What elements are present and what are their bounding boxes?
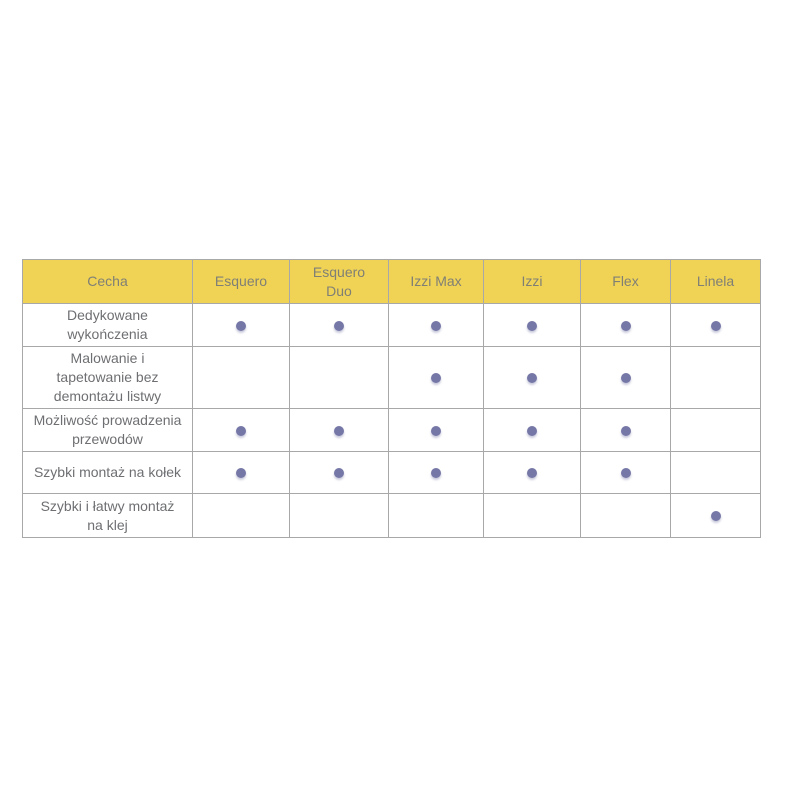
availability-cell bbox=[670, 346, 761, 409]
column-header-izzi-max: Izzi Max bbox=[388, 259, 484, 304]
availability-dot-icon bbox=[620, 320, 631, 331]
availability-cell bbox=[192, 493, 290, 538]
availability-dot-icon bbox=[527, 425, 537, 436]
availability-cell bbox=[670, 303, 761, 347]
availability-cell bbox=[580, 303, 671, 347]
availability-dot-icon bbox=[527, 468, 537, 479]
column-header-izzi: Izzi bbox=[483, 259, 581, 304]
availability-cell bbox=[580, 346, 671, 409]
availability-cell bbox=[483, 346, 581, 409]
availability-dot-icon bbox=[236, 320, 246, 331]
availability-cell bbox=[388, 493, 484, 538]
column-header-esquero: Esquero bbox=[192, 259, 290, 304]
availability-cell bbox=[670, 493, 761, 538]
column-header-linela: Linela bbox=[670, 259, 761, 304]
column-header-cecha: Cecha bbox=[22, 259, 193, 304]
availability-cell bbox=[289, 346, 389, 409]
availability-cell bbox=[192, 303, 290, 347]
feature-cell: Dedykowane wykończenia bbox=[22, 303, 193, 347]
availability-dot-icon bbox=[620, 425, 631, 436]
availability-dot-icon bbox=[431, 373, 441, 384]
availability-cell bbox=[192, 451, 290, 494]
column-header-esquero-duo: Esquero Duo bbox=[289, 259, 389, 304]
availability-dot-icon bbox=[620, 468, 631, 479]
availability-dot-icon bbox=[334, 468, 344, 479]
availability-cell bbox=[289, 493, 389, 538]
availability-dot-icon bbox=[527, 320, 537, 331]
availability-dot-icon bbox=[710, 511, 721, 522]
availability-cell bbox=[289, 408, 389, 452]
table-row: Szybki montaż na kołek bbox=[22, 451, 761, 494]
availability-cell bbox=[670, 451, 761, 494]
availability-dot-icon bbox=[431, 468, 441, 479]
availability-cell bbox=[289, 303, 389, 347]
availability-cell bbox=[289, 451, 389, 494]
table-row: Możliwość prowadzenia przewodów bbox=[22, 408, 761, 452]
table-body: Dedykowane wykończenia Malowanie i tapeto… bbox=[22, 303, 761, 538]
comparison-table: Cecha Esquero Esquero Duo Izzi Max Izzi … bbox=[22, 259, 761, 538]
table-row: Szybki i łatwy montaż na klej bbox=[22, 493, 761, 538]
availability-cell bbox=[388, 346, 484, 409]
column-header-flex: Flex bbox=[580, 259, 671, 304]
availability-cell bbox=[483, 408, 581, 452]
availability-cell bbox=[388, 303, 484, 347]
availability-dot-icon bbox=[431, 320, 441, 331]
availability-cell bbox=[483, 493, 581, 538]
table-row: Malowanie i tapetowanie bez demontażu li… bbox=[22, 346, 761, 409]
table-header: Cecha Esquero Esquero Duo Izzi Max Izzi … bbox=[22, 259, 761, 304]
availability-dot-icon bbox=[334, 425, 344, 436]
availability-cell bbox=[388, 451, 484, 494]
feature-cell: Szybki i łatwy montaż na klej bbox=[22, 493, 193, 538]
availability-cell bbox=[670, 408, 761, 452]
availability-cell bbox=[580, 408, 671, 452]
availability-dot-icon bbox=[431, 425, 441, 436]
table-header-row: Cecha Esquero Esquero Duo Izzi Max Izzi … bbox=[22, 259, 761, 304]
availability-dot-icon bbox=[334, 320, 344, 331]
availability-cell bbox=[192, 408, 290, 452]
availability-dot-icon bbox=[710, 320, 721, 331]
feature-cell: Szybki montaż na kołek bbox=[22, 451, 193, 494]
availability-cell bbox=[192, 346, 290, 409]
table-row: Dedykowane wykończenia bbox=[22, 303, 761, 347]
availability-cell bbox=[483, 451, 581, 494]
availability-dot-icon bbox=[236, 425, 246, 436]
availability-dot-icon bbox=[527, 373, 537, 384]
availability-cell bbox=[580, 493, 671, 538]
feature-cell: Możliwość prowadzenia przewodów bbox=[22, 408, 193, 452]
feature-cell: Malowanie i tapetowanie bez demontażu li… bbox=[22, 346, 193, 409]
availability-cell bbox=[483, 303, 581, 347]
availability-cell bbox=[580, 451, 671, 494]
availability-cell bbox=[388, 408, 484, 452]
availability-dot-icon bbox=[620, 373, 631, 384]
availability-dot-icon bbox=[236, 468, 246, 479]
